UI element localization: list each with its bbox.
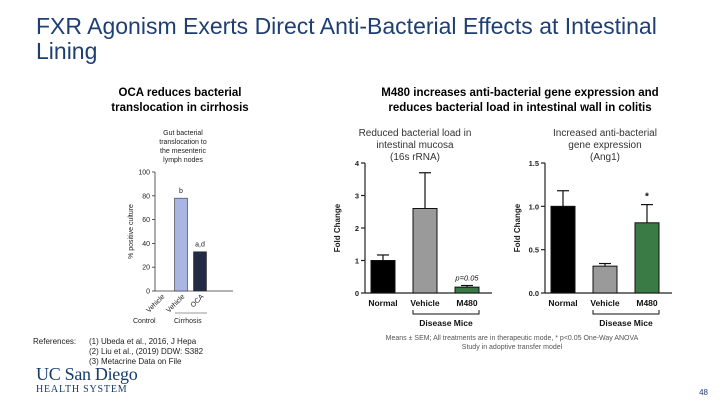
disease-mice-bracket — [412, 310, 480, 315]
footnote-line: Study in adoptive transfer model — [461, 344, 563, 351]
bar-annotation: a,d — [195, 242, 205, 249]
x-tick-label: M480 — [636, 298, 658, 308]
y-tick-label: 40 — [142, 241, 150, 248]
logo-line1: UC San Diego — [36, 364, 138, 384]
x-tick-label: OCA — [190, 293, 206, 309]
y-tick-label: 1.5 — [529, 159, 539, 168]
x-tick-label: Vehicle — [165, 293, 186, 314]
page-number: 48 — [699, 388, 708, 397]
chart-title-line: (16s rRNA) — [389, 152, 440, 163]
y-tick-label: 0 — [146, 289, 150, 296]
y-tick-label: 80 — [142, 193, 150, 200]
x-tick-label: Vehicle — [410, 298, 440, 308]
chart-gene-expression: Fold Change 0.0 0.5 1.0 1.5 Normal Vehicle M480… — [513, 159, 672, 328]
y-tick-label: 60 — [142, 217, 150, 224]
bar — [592, 265, 618, 294]
logo-line2: HEALTH SYSTEM — [36, 384, 128, 395]
x-tick-label: Vehicle — [590, 298, 620, 308]
y-tick-label: 0.0 — [529, 289, 539, 298]
group-label: Cirrhosis — [174, 318, 202, 325]
references: References: (1) Ubeda et al., 2016, J Hep… — [33, 337, 203, 367]
chart-title-line: lymph nodes — [163, 157, 203, 164]
y-axis-label: Fold Change — [513, 203, 522, 252]
left-panel-heading: OCA reduces bacterial translocation in c… — [70, 86, 290, 115]
ucsd-logo: UC San Diego HEALTH SYSTEM — [36, 364, 138, 396]
group-label: Control — [133, 318, 156, 325]
significance-marker: * — [645, 192, 649, 203]
chart-title-line: Increased anti-bacterial — [553, 128, 657, 139]
chart-title-line: gene expression — [568, 140, 642, 151]
y-tick-label: 20 — [142, 265, 150, 272]
y-tick-label: 0 — [355, 289, 359, 298]
references-label: References: — [33, 337, 77, 346]
bracket-label: Disease Mice — [599, 318, 653, 328]
reference-item: (3) Metacrine Data on File — [89, 357, 182, 366]
chart-bacterial-load-title: Reduced bacterial load in intestinal muc… — [335, 128, 495, 164]
bar — [193, 251, 207, 292]
bar — [634, 222, 660, 294]
reference-item: (2) Liu et al., (2019) DDW: S382 — [89, 347, 204, 356]
y-tick-label: 1 — [355, 257, 359, 266]
x-tick-label: Vehicle — [145, 293, 166, 314]
chart-gene-expression-title: Increased anti-bacterial gene expression… — [525, 128, 685, 164]
footnote: Means ± SEM; All treatments are in thera… — [332, 334, 692, 352]
p-value-label: p=0.05 — [454, 274, 479, 283]
y-tick-label: 100 — [138, 170, 150, 177]
chart-title-line: Gut bacterial — [163, 130, 203, 137]
bar — [550, 205, 576, 294]
y-axis-label: % positive culture — [128, 204, 135, 259]
chart-title-line: Reduced bacterial load in — [358, 128, 472, 139]
x-tick-label: Normal — [368, 298, 397, 308]
right-heading-line: M480 increases anti-bacterial gene expre… — [381, 87, 659, 99]
y-axis-label: Fold Change — [333, 203, 342, 252]
y-tick-label: 2 — [355, 224, 359, 233]
bar — [174, 197, 188, 292]
bar — [370, 260, 396, 294]
right-heading-line: reduces bacterial load in intestinal wal… — [388, 101, 652, 114]
y-tick-label: 3 — [355, 192, 359, 201]
bracket-label: Disease Mice — [419, 318, 473, 328]
right-panel-heading: M480 increases anti-bacterial gene expre… — [340, 86, 700, 115]
x-tick-label: Normal — [548, 298, 577, 308]
slide-title: FXR Agonism Exerts Direct Anti-Bacterial… — [36, 13, 657, 64]
x-tick-label: M480 — [456, 298, 478, 308]
y-tick-label: 4 — [355, 159, 360, 168]
reference-item: (1) Ubeda et al., 2016, J Hepa — [89, 337, 197, 346]
chart-title-line: intestinal mucosa — [376, 140, 454, 151]
chart-title-line: translocation to — [159, 139, 207, 146]
chart-title-line: (Ang1) — [589, 152, 620, 163]
bar — [412, 208, 438, 294]
bar-annotation: b — [179, 188, 183, 195]
y-tick-label: 1.0 — [529, 202, 539, 211]
left-heading-line: translocation in cirrhosis — [111, 101, 249, 114]
chart-title-line: the mesenteric — [160, 148, 206, 155]
disease-mice-bracket — [592, 310, 660, 315]
footnote-line: Means ± SEM; All treatments are in thera… — [385, 335, 639, 342]
chart-translocation: Gut bacterial translocation to the mesente… — [128, 130, 233, 325]
left-heading-line: OCA reduces bacterial — [118, 87, 242, 99]
chart-bacterial-load: Fold Change 0 1 2 3 4 Normal Vehicle M480 p=0.05 D… — [333, 159, 492, 328]
y-tick-label: 0.5 — [529, 246, 539, 255]
bar — [454, 286, 480, 294]
